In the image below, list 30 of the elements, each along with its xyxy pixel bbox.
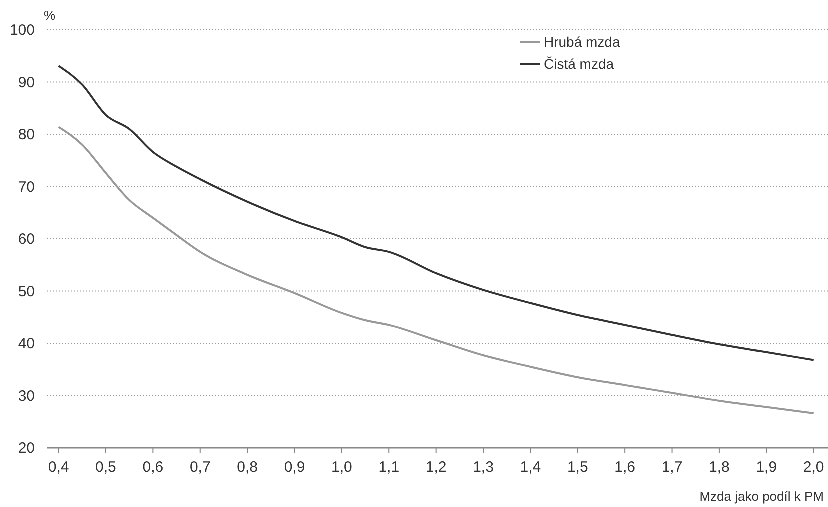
y-tick-label: 70 — [18, 178, 35, 196]
x-tick-label: 0,5 — [96, 459, 116, 476]
x-tick-label: 0,9 — [284, 459, 306, 476]
y-tick-label: 20 — [18, 440, 35, 457]
x-tick-label: 1,6 — [614, 459, 636, 476]
x-tick-label: 0,8 — [237, 459, 258, 476]
y-tick-label: 30 — [18, 388, 35, 405]
x-tick-label: 1,5 — [567, 459, 588, 476]
x-tick-label: 1,9 — [756, 459, 778, 476]
y-tick-label: 60 — [18, 231, 35, 248]
x-tick-label: 1,0 — [332, 459, 352, 476]
x-tick-label: 0,7 — [190, 459, 211, 476]
y-tick-label: 100 — [10, 22, 35, 39]
x-tick-label: 2,0 — [803, 459, 824, 476]
x-tick-label: 1,2 — [426, 459, 447, 476]
y-tick-label: 40 — [18, 336, 35, 352]
x-tick-label: 1,3 — [473, 459, 494, 476]
x-tick-label: 0,6 — [142, 459, 164, 476]
y-tick-label: 80 — [18, 126, 35, 144]
y-tick-label: 50 — [18, 283, 35, 300]
x-tick-label: 0,4 — [48, 459, 70, 476]
x-axis-title: Mzda jako podíl k PM — [700, 489, 824, 504]
legend-label: Hrubá mzda — [544, 34, 620, 50]
x-tick-label: 1,7 — [662, 459, 683, 476]
legend-label: Čistá mzda — [544, 56, 614, 72]
x-tick-label: 1,8 — [709, 459, 730, 476]
y-axis-title: % — [44, 8, 56, 23]
x-tick-label: 1,1 — [378, 459, 400, 476]
x-tick-label: 1,4 — [520, 459, 542, 476]
y-tick-label: 90 — [18, 74, 35, 92]
